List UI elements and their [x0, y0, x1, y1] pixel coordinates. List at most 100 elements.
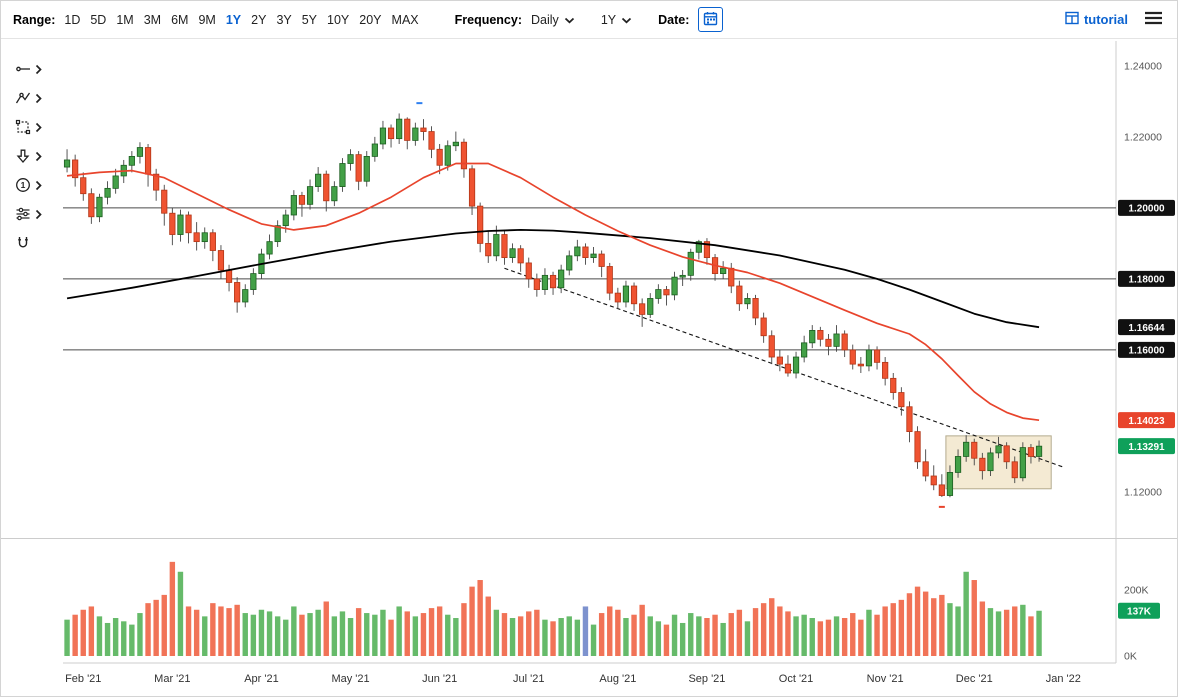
line-tool-button[interactable]	[15, 60, 42, 78]
range-option-1y[interactable]: 1Y	[225, 12, 242, 27]
number-annotation-button[interactable]: 1	[15, 176, 42, 194]
x-axis-label: Nov '21	[867, 673, 904, 685]
candle-body	[946, 472, 954, 496]
range-option-3m[interactable]: 3M	[143, 12, 162, 27]
volume-bar	[331, 616, 338, 656]
volume-axis-label: 200K	[1124, 584, 1149, 596]
candle-body	[582, 246, 589, 259]
candle-body	[96, 196, 103, 218]
x-axis-label: May '21	[331, 673, 369, 685]
volume-bar	[428, 608, 435, 656]
arrow-tool-button[interactable]	[15, 147, 42, 165]
volume-axis-label: 0K	[1124, 651, 1137, 663]
candle-body	[890, 377, 897, 393]
range-option-2y[interactable]: 2Y	[251, 12, 267, 27]
x-axis-label: Jul '21	[513, 673, 544, 685]
candle-body	[963, 441, 970, 457]
range-option-max[interactable]: MAX	[391, 12, 419, 27]
tutorial-label: tutorial	[1083, 12, 1128, 27]
period-select[interactable]: 1Y	[601, 13, 632, 27]
chevron-right-icon	[35, 64, 42, 75]
range-option-10y[interactable]: 10Y	[327, 12, 350, 27]
volume-bar	[72, 614, 78, 656]
candle-body	[630, 285, 638, 305]
volume-bar	[688, 613, 694, 656]
volume-bar	[712, 614, 718, 656]
volume-bar	[1003, 609, 1010, 656]
rectangle-tool-button[interactable]	[15, 118, 42, 136]
sliders-icon	[15, 206, 31, 222]
candle-body	[185, 214, 192, 234]
x-axis-label: Mar '21	[154, 673, 190, 685]
volume-bar	[882, 606, 888, 656]
sliders-tool-button[interactable]	[15, 205, 42, 223]
volume-bar	[323, 601, 329, 656]
axis-badge-label: 1.13291	[1128, 442, 1165, 453]
chevron-down-icon	[564, 13, 575, 27]
x-axis-label: Sep '21	[688, 673, 725, 685]
candle-body	[517, 248, 524, 264]
candle-body	[574, 246, 581, 257]
volume-bar	[436, 606, 443, 656]
magnet-icon	[15, 235, 31, 251]
downtrend-line	[504, 267, 1064, 468]
candle-body	[873, 349, 881, 363]
candle-body	[436, 148, 443, 166]
range-option-1d[interactable]: 1D	[64, 12, 81, 27]
volume-bar	[234, 604, 240, 656]
candle-body	[549, 274, 557, 289]
axis-badge	[1118, 341, 1175, 358]
candle-body	[987, 452, 994, 472]
range-option-9m[interactable]: 9M	[198, 12, 216, 27]
range-option-5d[interactable]: 5D	[90, 12, 107, 27]
volume-bar	[412, 616, 419, 656]
range-option-1m[interactable]: 1M	[116, 12, 134, 27]
frequency-select[interactable]: Daily	[531, 13, 575, 27]
volume-bar	[987, 608, 994, 656]
candle-body	[906, 406, 913, 433]
magnet-tool-button[interactable]	[15, 234, 42, 252]
candle-body	[331, 186, 338, 202]
candle-body	[614, 292, 621, 303]
number-one-icon: 1	[15, 177, 31, 193]
volume-bar	[137, 613, 143, 656]
volume-bar	[874, 614, 880, 656]
range-option-3y[interactable]: 3Y	[276, 12, 292, 27]
chevron-down-icon	[621, 13, 632, 27]
candle-body	[460, 141, 468, 170]
drawing-tools-palette: 1	[15, 60, 42, 252]
menu-button[interactable]	[1142, 9, 1165, 30]
volume-bar	[218, 606, 224, 656]
date-picker-button[interactable]	[698, 7, 724, 32]
range-label: Range:	[13, 12, 56, 27]
volume-bar	[825, 619, 832, 656]
price-volume-chart[interactable]: 1.24000 1.22000 1.12000 1.20000 1.18000 1.166…	[1, 39, 1178, 697]
candle-body	[347, 154, 354, 164]
candle-body	[914, 431, 921, 463]
candle-body	[930, 475, 937, 486]
candle-body	[209, 232, 216, 251]
volume-bar	[995, 611, 1002, 656]
volume-bar	[396, 606, 402, 656]
line-tool-icon	[15, 61, 31, 77]
candle-body	[744, 298, 751, 305]
x-axis-label: Feb '21	[65, 673, 101, 685]
tutorial-link[interactable]: tutorial	[1065, 11, 1128, 28]
candle-body	[201, 232, 208, 243]
volume-bar	[274, 616, 281, 656]
range-option-20y[interactable]: 20Y	[359, 12, 382, 27]
candle-body	[606, 266, 613, 294]
range-option-5y[interactable]: 5Y	[301, 12, 318, 27]
candle-body	[169, 212, 176, 235]
axis-badge-label: 1.14023	[1128, 416, 1165, 427]
axis-badge-label: 1.16000	[1128, 346, 1165, 357]
candle-body	[493, 234, 500, 257]
polyline-tool-button[interactable]	[15, 89, 42, 107]
candle-body	[412, 127, 419, 141]
volume-bar	[493, 609, 500, 656]
range-option-6m[interactable]: 6M	[171, 12, 189, 27]
volume-bar	[509, 618, 516, 656]
candle-body	[144, 147, 152, 175]
candle-body	[825, 338, 832, 347]
volume-bar	[615, 609, 621, 656]
